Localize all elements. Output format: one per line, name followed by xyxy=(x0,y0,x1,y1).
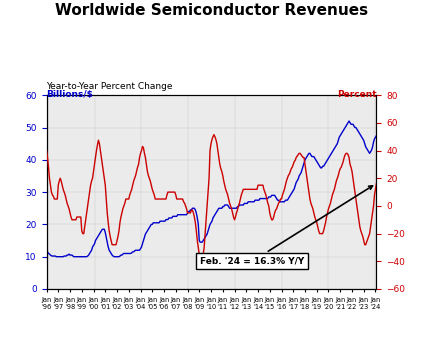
Text: Billions/$: Billions/$ xyxy=(47,90,93,99)
Text: Feb. '24 = 16.3% Y/Y: Feb. '24 = 16.3% Y/Y xyxy=(200,186,373,266)
Text: Worldwide Semiconductor Revenues: Worldwide Semiconductor Revenues xyxy=(55,3,368,18)
Text: Year-to-Year Percent Change: Year-to-Year Percent Change xyxy=(47,82,173,90)
Text: Percent: Percent xyxy=(337,90,376,99)
